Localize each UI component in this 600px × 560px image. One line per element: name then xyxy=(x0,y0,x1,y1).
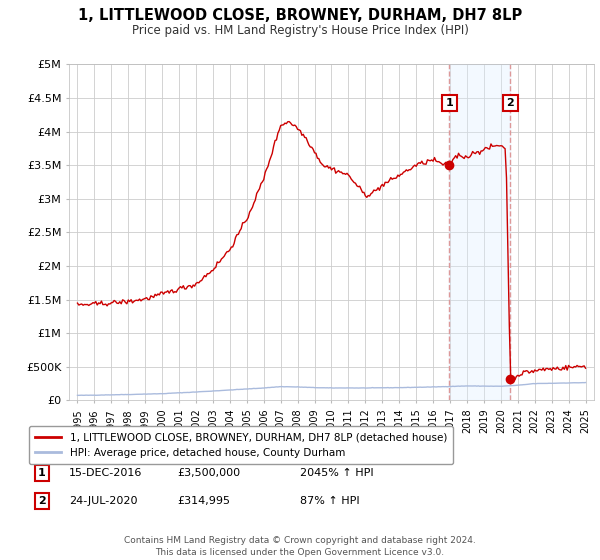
Text: £314,995: £314,995 xyxy=(177,496,230,506)
Text: 2: 2 xyxy=(38,496,46,506)
Text: 2045% ↑ HPI: 2045% ↑ HPI xyxy=(300,468,374,478)
Text: 2: 2 xyxy=(506,98,514,108)
Text: Price paid vs. HM Land Registry's House Price Index (HPI): Price paid vs. HM Land Registry's House … xyxy=(131,24,469,36)
Text: 1: 1 xyxy=(38,468,46,478)
Text: 15-DEC-2016: 15-DEC-2016 xyxy=(69,468,142,478)
Text: £3,500,000: £3,500,000 xyxy=(177,468,240,478)
Text: 1: 1 xyxy=(445,98,453,108)
Text: 24-JUL-2020: 24-JUL-2020 xyxy=(69,496,137,506)
Text: Contains HM Land Registry data © Crown copyright and database right 2024.
This d: Contains HM Land Registry data © Crown c… xyxy=(124,536,476,557)
Bar xyxy=(449,64,511,400)
Text: 87% ↑ HPI: 87% ↑ HPI xyxy=(300,496,359,506)
Legend: 1, LITTLEWOOD CLOSE, BROWNEY, DURHAM, DH7 8LP (detached house), HPI: Average pri: 1, LITTLEWOOD CLOSE, BROWNEY, DURHAM, DH… xyxy=(29,426,454,464)
Text: 1, LITTLEWOOD CLOSE, BROWNEY, DURHAM, DH7 8LP: 1, LITTLEWOOD CLOSE, BROWNEY, DURHAM, DH… xyxy=(78,8,522,24)
